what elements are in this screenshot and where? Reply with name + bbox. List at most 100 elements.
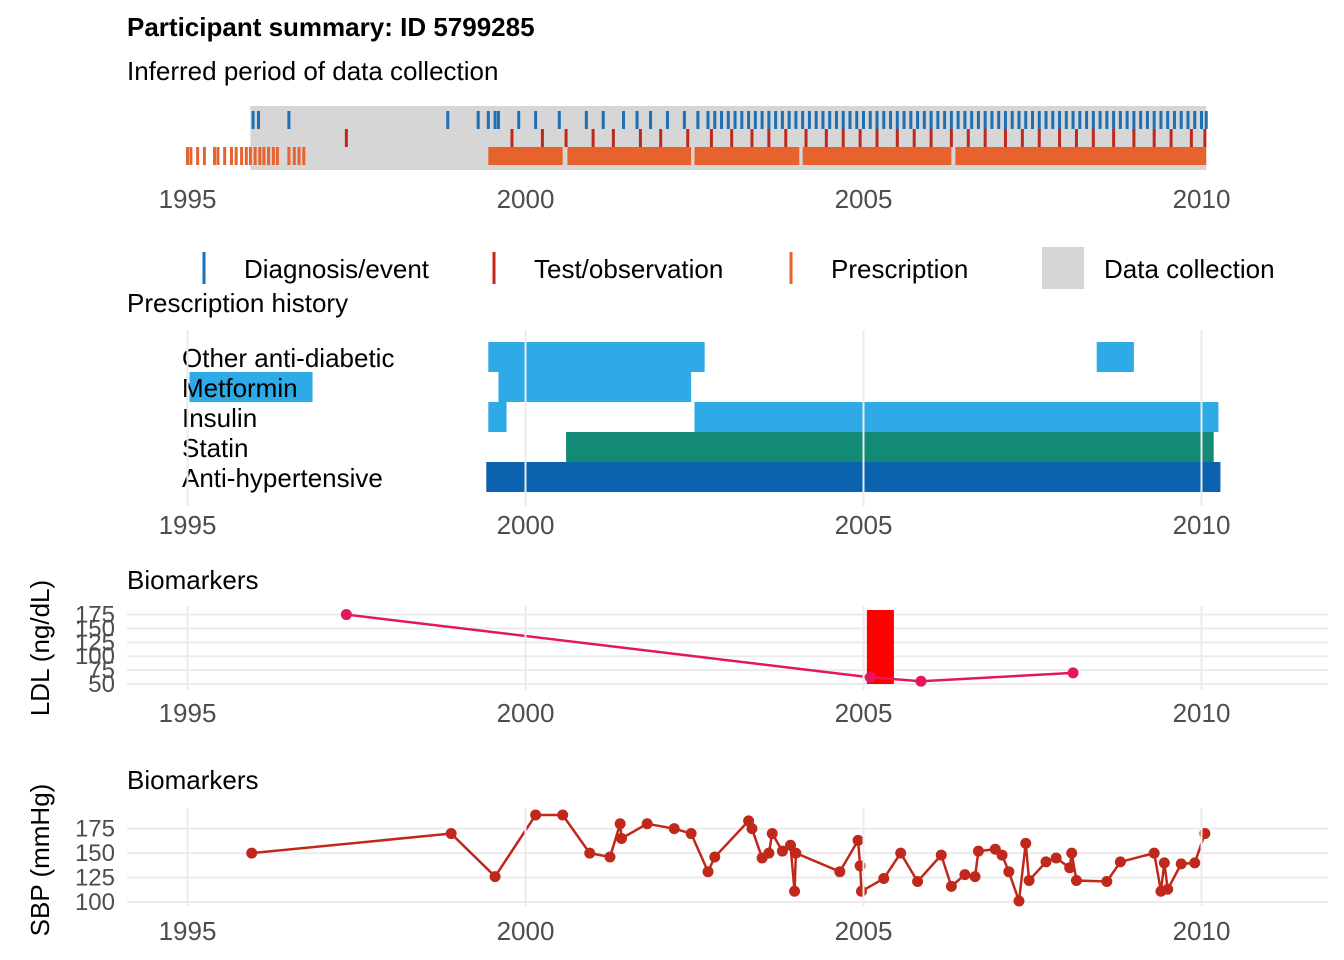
- category-label: Other anti-diabetic: [182, 343, 394, 373]
- legend-test-label: Test/observation: [534, 254, 723, 284]
- sbp-point: [959, 869, 971, 881]
- sbp-point: [1101, 875, 1113, 887]
- x-tick-label: 2000: [497, 184, 555, 214]
- category-label: Anti-hypertensive: [182, 463, 383, 493]
- sbp-point: [709, 851, 721, 863]
- sbp-point: [1189, 857, 1201, 869]
- panel4-title: Biomarkers: [127, 765, 258, 795]
- sbp-point: [584, 847, 596, 859]
- prescription-gap: [562, 147, 568, 165]
- legend-collection-label: Data collection: [1104, 254, 1275, 284]
- sbp-point: [766, 828, 778, 840]
- panel2-x-ticks: 1995 2000 2005 2010: [159, 330, 1231, 540]
- sbp-point: [557, 809, 569, 821]
- sbp-point: [1013, 895, 1025, 907]
- y-tick-label: 100: [75, 889, 115, 916]
- category-label: Statin: [182, 433, 249, 463]
- sbp-point: [834, 866, 846, 878]
- sbp-point: [1162, 883, 1174, 895]
- prescription-history-panel: Other anti-diabeticMetforminInsulinStati…: [159, 330, 1231, 540]
- x-tick-label: 2010: [1173, 698, 1231, 728]
- sbp-point: [763, 847, 775, 859]
- legend: Diagnosis/event Test/observation Prescri…: [202, 247, 1275, 289]
- x-tick-label: 1995: [159, 916, 217, 946]
- x-tick-label: 1995: [159, 510, 217, 540]
- sbp-point: [996, 849, 1008, 861]
- panel3-title: Biomarkers: [127, 565, 258, 595]
- y-tick-label: 175: [75, 816, 115, 843]
- sbp-point: [604, 851, 616, 863]
- category-label: Insulin: [182, 403, 257, 433]
- ldl-point: [1067, 667, 1079, 679]
- sbp-point: [641, 818, 653, 830]
- diagnosis-events: [251, 111, 1208, 129]
- x-tick-label: 1995: [159, 184, 217, 214]
- sbp-series: [246, 809, 1211, 907]
- sbp-point: [1040, 856, 1052, 868]
- sbp-point: [530, 809, 542, 821]
- ldl-x-ticks: 1995 2000 2005 2010: [159, 606, 1231, 728]
- x-tick-label: 2010: [1173, 510, 1231, 540]
- prescription-bar: [488, 402, 507, 432]
- sbp-point: [1158, 857, 1170, 869]
- prescription-events: [186, 147, 1207, 165]
- sbp-point: [746, 823, 758, 835]
- sbp-point: [614, 818, 626, 830]
- y-tick-label: 150: [75, 615, 115, 642]
- ldl-series: [340, 609, 1079, 687]
- sbp-point: [1175, 858, 1187, 870]
- sbp-point: [789, 885, 801, 897]
- x-tick-label: 2000: [497, 698, 555, 728]
- prescription-bar: [694, 402, 1219, 432]
- data-collection-panel: 1995 2000 2005 2010: [159, 106, 1231, 214]
- panel1-subtitle: Inferred period of data collection: [127, 56, 498, 86]
- prescription-gap: [951, 147, 956, 165]
- ldl-point: [340, 609, 352, 621]
- sbp-point: [852, 834, 864, 846]
- sbp-point: [784, 839, 796, 851]
- ldl-point: [864, 671, 876, 683]
- x-tick-label: 2000: [497, 510, 555, 540]
- x-tick-label: 2005: [835, 916, 893, 946]
- figure-title: Participant summary: ID 5799285: [127, 12, 535, 42]
- sbp-point: [1050, 852, 1062, 864]
- prescription-bar: [488, 342, 705, 372]
- sbp-point: [969, 871, 981, 883]
- prescription-gap: [691, 147, 695, 165]
- ldl-point: [915, 675, 927, 687]
- sbp-gridlines: [127, 827, 1328, 903]
- sbp-point: [912, 875, 924, 887]
- sbp-x-ticks: 1995 2000 2005 2010: [159, 808, 1230, 946]
- sbp-point: [1066, 847, 1078, 859]
- x-tick-label: 2005: [835, 698, 893, 728]
- y-tick-label: 125: [75, 865, 115, 892]
- sbp-point: [945, 880, 957, 892]
- sbp-point: [1023, 874, 1035, 886]
- test-events: [344, 129, 1207, 147]
- legend-prescription-label: Prescription: [831, 254, 968, 284]
- sbp-point: [895, 847, 907, 859]
- prescription-bar: [486, 462, 1221, 492]
- y-tick-label: 100: [75, 643, 115, 670]
- ldl-highlight: [866, 610, 894, 684]
- panel2-title: Prescription history: [127, 288, 348, 318]
- sbp-point: [790, 847, 802, 859]
- prescription-bar: [498, 372, 692, 402]
- prescription-gap: [799, 147, 803, 165]
- sbp-point: [445, 828, 457, 840]
- ldl-gridlines: [127, 613, 1328, 685]
- sbp-point: [685, 828, 697, 840]
- prescription-bar: [189, 372, 313, 402]
- ldl-highlight-band: [866, 610, 894, 684]
- x-tick-label: 2005: [835, 510, 893, 540]
- sbp-point: [1114, 856, 1126, 868]
- sbp-point: [1148, 847, 1160, 859]
- sbp-point: [776, 845, 788, 857]
- x-tick-label: 2010: [1173, 184, 1231, 214]
- category-label: Metformin: [182, 373, 298, 403]
